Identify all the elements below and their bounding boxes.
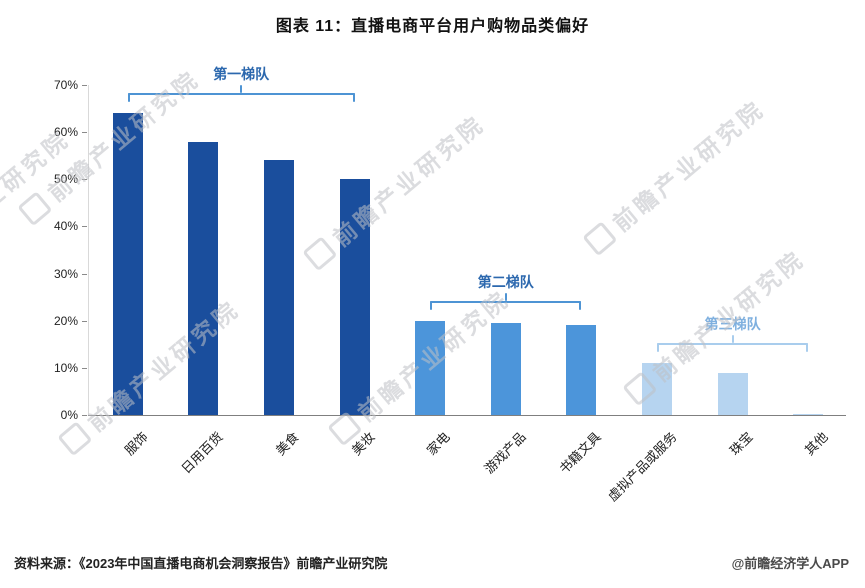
- y-tick-label: 50%: [53, 172, 78, 187]
- bar-服饰: [112, 113, 143, 415]
- bar-书籍文具: [566, 325, 597, 415]
- tier-bracket-end: [127, 93, 130, 103]
- category-label: 家电: [423, 429, 453, 459]
- tier-bracket-line: [127, 93, 355, 96]
- bar-美食: [264, 160, 294, 415]
- tier-bracket-end: [657, 343, 659, 353]
- credit-note: @前瞻经济学人APP: [731, 556, 849, 571]
- tier-bracket-stem: [731, 335, 734, 344]
- y-tick-label: 40%: [53, 219, 78, 234]
- tier-bracket-line: [657, 343, 809, 346]
- y-tick-label: 20%: [53, 313, 78, 328]
- tier-label: 第二梯队: [477, 273, 534, 290]
- bar-家电: [415, 320, 446, 415]
- category-label: 书籍文具: [556, 429, 605, 477]
- tier-label: 第一梯队: [213, 66, 270, 83]
- tier-bracket-end: [806, 343, 809, 353]
- y-tick-mark: [82, 415, 87, 416]
- y-tick-label: 10%: [53, 360, 78, 375]
- bar-游戏产品: [490, 323, 521, 415]
- tier-bracket-stem: [240, 85, 243, 94]
- y-tick-mark: [82, 273, 87, 275]
- tier-bracket-end: [579, 300, 582, 310]
- y-tick-label: 70%: [53, 78, 78, 92]
- y-tick-mark: [82, 85, 87, 86]
- tier-bracket-stem: [504, 292, 507, 301]
- category-label: 虚拟产品或服务: [604, 429, 680, 505]
- x-axis: [88, 415, 846, 416]
- category-label: 其他: [801, 429, 831, 459]
- tier-bracket-end: [352, 93, 355, 103]
- bar-虚拟产品或服务: [642, 363, 672, 415]
- bar-日用百货: [188, 141, 219, 415]
- tier-bracket-end: [430, 300, 433, 310]
- y-tick-label: 60%: [53, 125, 78, 140]
- y-tick-mark: [82, 320, 87, 322]
- y-tick-mark: [82, 226, 87, 228]
- source-note: 资料来源：《2023年中国直播电商机会洞察报告》前瞻产业研究院: [14, 556, 388, 571]
- y-tick-mark: [82, 367, 87, 369]
- category-label: 日用百货: [178, 429, 227, 477]
- chart-title: 图表 11：直播电商平台用户购物品类偏好: [275, 18, 590, 35]
- category-label: 美食: [272, 429, 302, 459]
- y-tick-mark: [82, 179, 87, 181]
- tier-label: 第三梯队: [704, 316, 761, 333]
- y-axis: [88, 85, 89, 415]
- bar-美妆: [339, 179, 370, 415]
- y-tick-mark: [82, 132, 87, 134]
- y-tick-label: 30%: [53, 266, 78, 281]
- tier-bracket-line: [430, 300, 582, 303]
- y-tick-label: 0%: [60, 408, 78, 422]
- category-label: 美妆: [348, 429, 378, 459]
- bar-珠宝: [717, 372, 748, 415]
- category-label: 服饰: [121, 429, 151, 459]
- category-label: 珠宝: [726, 429, 756, 459]
- bar-其他: [793, 413, 824, 415]
- category-label: 游戏产品: [481, 429, 529, 477]
